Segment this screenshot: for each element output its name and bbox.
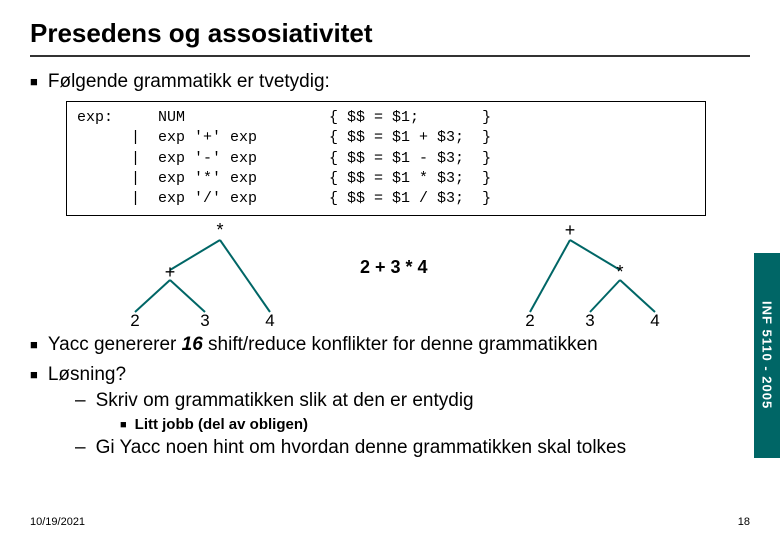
title-underline bbox=[30, 55, 750, 57]
lower-bullets: ■ Yacc genererer 16 shift/reduce konflik… bbox=[30, 334, 750, 459]
losning-text: Løsning? bbox=[48, 364, 126, 386]
dash-2-text: Gi Yacc noen hint om hvordan denne gramm… bbox=[96, 437, 627, 459]
tree-area: * + 2 3 4 2 + 3 * 4 + * 2 3 4 bbox=[30, 222, 750, 332]
grammar-box: exp: NUM { $$ = $1; } | exp '+' exp { $$… bbox=[66, 101, 706, 216]
yacc-bullet: ■ Yacc genererer 16 shift/reduce konflik… bbox=[30, 334, 750, 356]
tree-left-leaf-c: 4 bbox=[265, 311, 274, 330]
tree-left-leaf-a: 2 bbox=[130, 311, 139, 330]
tree-right-leaf-c: 4 bbox=[650, 311, 659, 330]
dash-icon: – bbox=[75, 437, 86, 459]
tree-right-leaf-a: 2 bbox=[525, 311, 534, 330]
square-bullet-icon: ■ bbox=[120, 419, 127, 431]
intro-bullet: ■ Følgende grammatikk er tvetydig: bbox=[30, 71, 750, 93]
tree-left-leaf-b: 3 bbox=[200, 311, 209, 330]
dash-1: – Skriv om grammatikken slik at den er e… bbox=[75, 390, 750, 412]
dash-2: – Gi Yacc noen hint om hvordan denne gra… bbox=[75, 437, 750, 459]
sub-bullet-text: Litt jobb (del av obligen) bbox=[135, 416, 308, 433]
yacc-text: Yacc genererer 16 shift/reduce konflikte… bbox=[48, 334, 598, 356]
square-bullet-icon: ■ bbox=[30, 336, 38, 354]
grammar-code: exp: NUM { $$ = $1; } | exp '+' exp { $$… bbox=[77, 108, 695, 209]
tree-right-leaf-b: 3 bbox=[585, 311, 594, 330]
footer-page-number: 18 bbox=[738, 516, 750, 528]
square-bullet-icon: ■ bbox=[30, 73, 38, 91]
tree-right-root: + bbox=[565, 222, 576, 240]
tree-left-root: * bbox=[216, 222, 223, 240]
parse-tree-right: + * 2 3 4 bbox=[510, 222, 710, 332]
intro-text: Følgende grammatikk er tvetydig: bbox=[48, 71, 330, 93]
dash-icon: – bbox=[75, 390, 86, 412]
dash-1-text: Skriv om grammatikken slik at den er ent… bbox=[96, 390, 474, 412]
side-course-label: INF 5110 - 2005 bbox=[754, 253, 780, 458]
square-bullet-icon: ■ bbox=[30, 366, 38, 384]
parse-tree-left: * + 2 3 4 bbox=[110, 222, 310, 332]
losning-bullet: ■ Løsning? bbox=[30, 364, 750, 386]
page-title: Presedens og assosiativitet bbox=[30, 18, 750, 49]
tree-left-plus: + bbox=[165, 262, 176, 282]
footer-date: 10/19/2021 bbox=[30, 516, 85, 528]
expression-label: 2 + 3 * 4 bbox=[360, 257, 428, 278]
sub-bullet: ■ Litt jobb (del av obligen) bbox=[120, 416, 750, 433]
tree-right-star: * bbox=[616, 262, 623, 282]
